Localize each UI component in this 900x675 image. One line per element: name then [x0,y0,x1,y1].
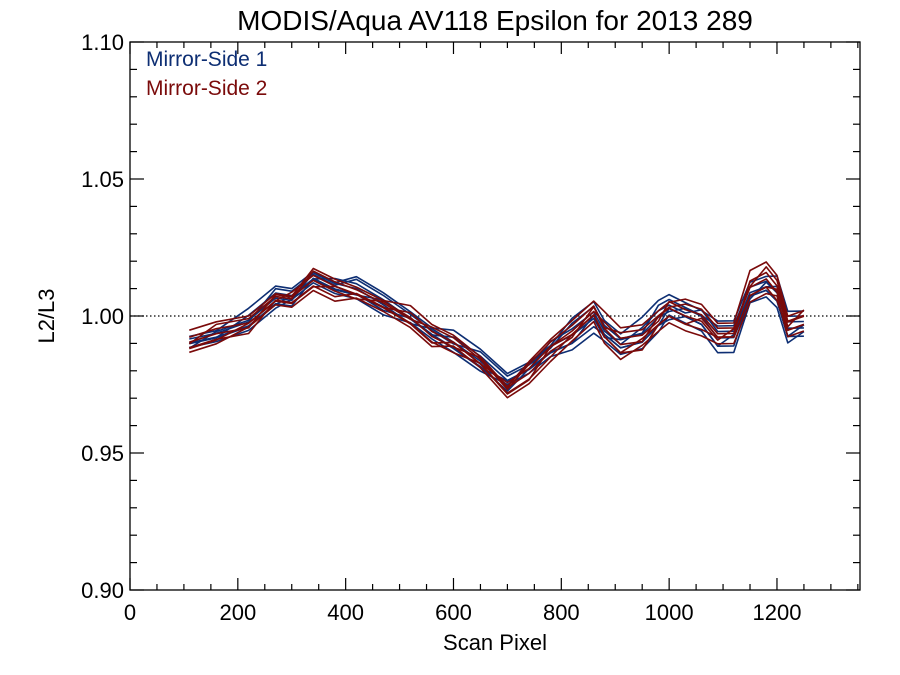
series-1 [188,271,805,392]
y-tick-label: 0.95 [81,441,124,466]
x-tick-label: 800 [543,600,580,625]
legend-entry: Mirror-Side 2 [146,77,267,100]
chart-title: MODIS/Aqua AV118 Epsilon for 2013 289 [237,5,753,36]
y-tick-label: 1.05 [81,167,124,192]
series-line [189,278,805,389]
series-line [188,266,805,391]
series-line [189,281,805,386]
y-tick-label: 0.90 [81,578,124,603]
series-line [189,289,805,399]
x-tick-label: 1000 [645,600,694,625]
series-2 [188,261,805,399]
tick-labels: 0 200 400 600 800 1000 1200 0.90 0.95 1.00 1.05 1.1… [81,30,801,625]
x-axis-label: Scan Pixel [443,630,547,655]
series-line [189,273,804,377]
legend-entry: Mirror-Side 1 [146,48,267,71]
x-tick-label: 1200 [752,600,801,625]
x-tick-label: 400 [327,600,364,625]
axis-ticks [129,41,860,591]
y-tick-label: 1.10 [81,30,124,55]
x-tick-label: 200 [219,600,256,625]
y-axis-label: L2/L3 [34,288,59,343]
legend: Mirror-Side 1 Mirror-Side 2 [146,48,267,100]
series-line [189,261,805,388]
x-tick-label: 0 [124,600,136,625]
series-line [189,285,805,395]
y-tick-label: 1.00 [81,304,124,329]
series-line [189,271,805,384]
series-layer [188,261,805,399]
x-tick-label: 600 [435,600,472,625]
